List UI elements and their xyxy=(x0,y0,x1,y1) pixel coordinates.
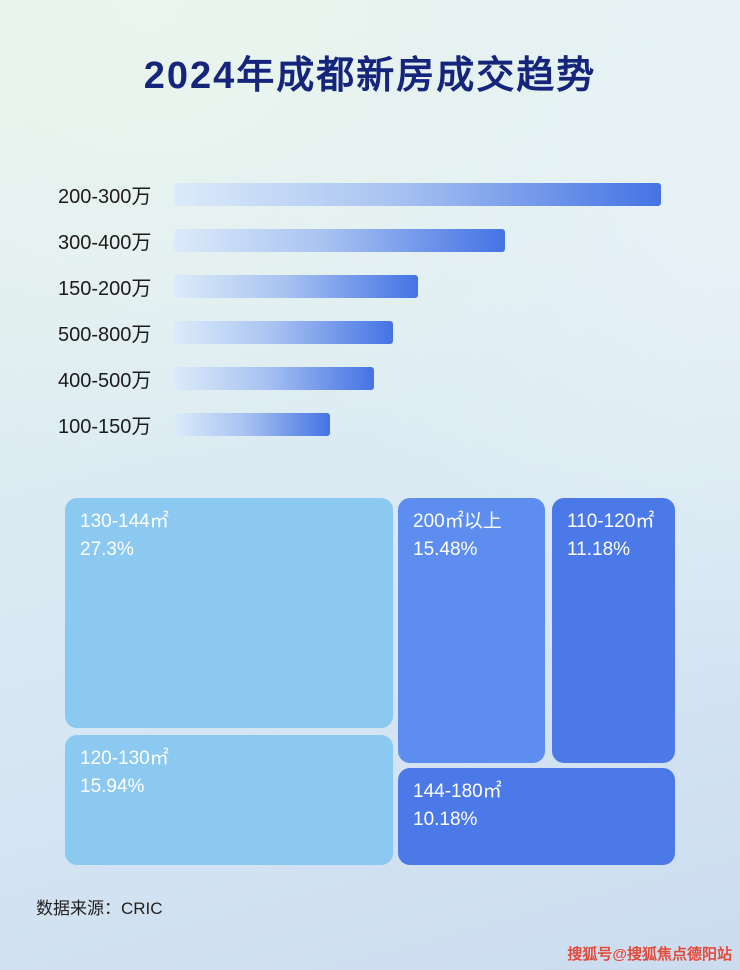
bar-row: 500-800万 xyxy=(58,321,661,346)
bar-fill xyxy=(174,413,330,436)
bar-fill xyxy=(174,321,394,344)
bar-label: 400-500万 xyxy=(58,370,152,392)
bar-row: 300-400万 xyxy=(58,229,661,254)
bar-fill xyxy=(174,183,661,206)
treemap-block-value: 11.18% xyxy=(567,538,631,560)
bar-track xyxy=(174,321,661,344)
bar-row: 400-500万 xyxy=(58,367,661,392)
bar-row: 100-150万 xyxy=(58,413,661,438)
bar-track xyxy=(174,275,661,298)
bar-track xyxy=(174,367,661,390)
bar-fill xyxy=(174,367,374,390)
data-source: 数据来源：CRIC xyxy=(36,899,163,918)
bar-row: 200-300万 xyxy=(58,183,661,208)
bar-label: 100-150万 xyxy=(58,416,152,438)
area-treemap: 130-144㎡ 27.3% 200㎡以上 15.48% 110-120㎡ 11… xyxy=(65,498,675,865)
treemap-block-value: 10.18% xyxy=(413,808,478,830)
treemap-block-label: 120-130㎡ xyxy=(80,748,169,769)
bar-track xyxy=(174,413,661,436)
treemap-block-value: 15.48% xyxy=(413,538,478,560)
bar-row: 150-200万 xyxy=(58,275,661,300)
bar-fill xyxy=(174,229,506,252)
treemap-block-144-180: 144-180㎡ 10.18% xyxy=(398,768,675,865)
bar-track xyxy=(174,183,661,206)
treemap-block-value: 15.94% xyxy=(80,775,145,797)
treemap-block-label: 200㎡以上 xyxy=(413,511,502,532)
treemap-block-110-120: 110-120㎡ 11.18% xyxy=(552,498,675,763)
bar-label: 500-800万 xyxy=(58,324,152,346)
watermark: 搜狐号@搜狐焦点德阳站 xyxy=(567,946,732,963)
bar-label: 200-300万 xyxy=(58,186,152,208)
price-bar-chart: 200-300万 300-400万 150-200万 500-800万 400-… xyxy=(58,183,661,459)
treemap-block-label: 144-180㎡ xyxy=(413,781,502,802)
treemap-block-120-130: 120-130㎡ 15.94% xyxy=(65,735,393,865)
treemap-block-value: 27.3% xyxy=(80,538,134,560)
bar-label: 150-200万 xyxy=(58,278,152,300)
treemap-block-label: 110-120㎡ xyxy=(567,511,655,532)
page-title: 2024年成都新房成交趋势 xyxy=(143,55,597,97)
treemap-block-label: 130-144㎡ xyxy=(80,511,169,532)
treemap-block-200-plus: 200㎡以上 15.48% xyxy=(398,498,545,763)
bar-fill xyxy=(174,275,418,298)
bar-label: 300-400万 xyxy=(58,232,152,254)
bar-track xyxy=(174,229,661,252)
treemap-block-130-144: 130-144㎡ 27.3% xyxy=(65,498,393,728)
